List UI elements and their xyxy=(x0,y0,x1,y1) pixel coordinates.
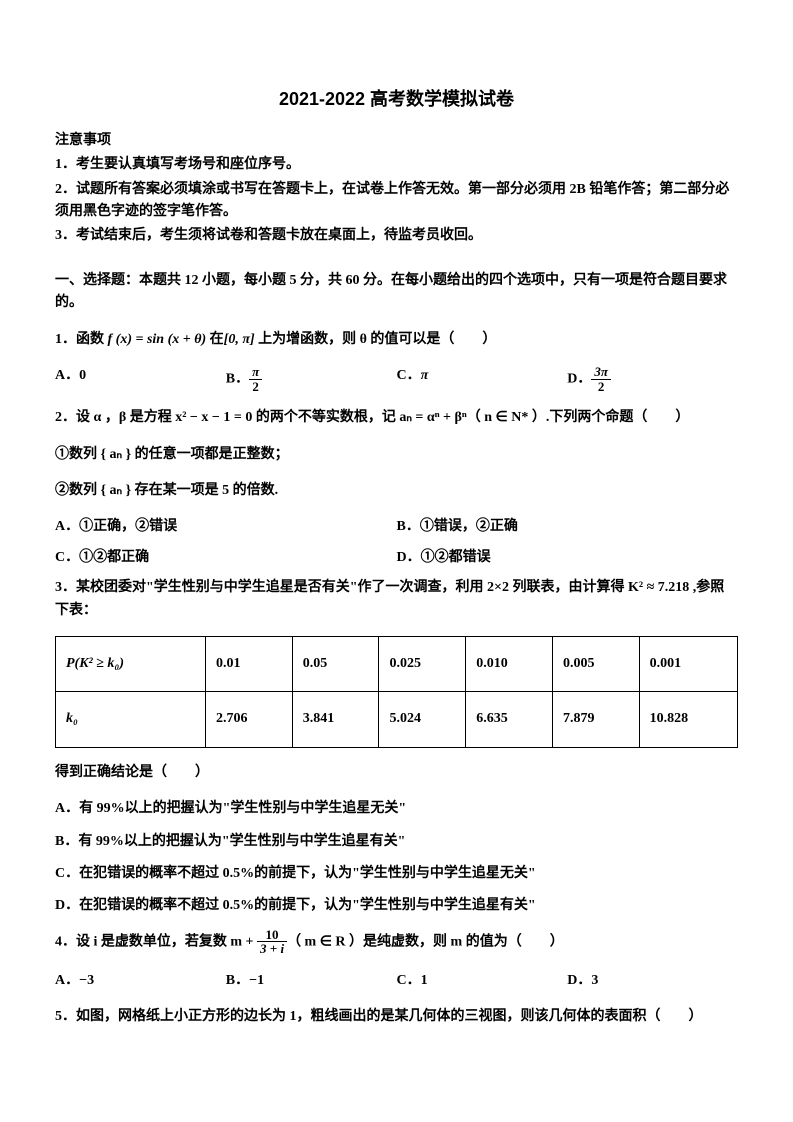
q4-suffix: （ m ∈ R ）是纯虚数，则 m 的值为（ ） xyxy=(287,934,564,949)
table-row: k₀ 2.706 3.841 5.024 6.635 7.879 10.828 xyxy=(56,692,738,747)
q2-statement-1: ①数列 { aₙ } 的任意一项都是正整数； xyxy=(55,444,738,466)
notice-line-3: 3．考试结束后，考生须将试卷和答题卡放在桌面上，待监考员收回。 xyxy=(55,225,738,247)
q3-r1-head: P(K² ≥ k₀) xyxy=(56,636,206,691)
q3-opt-d: D．在犯错误的概率不超过 0.5%的前提下，认为"学生性别与中学生追星有关" xyxy=(55,895,738,917)
q3-r1-c5: 0.005 xyxy=(552,636,639,691)
q3-b-val: 有 99%以上的把握认为"学生性别与中学生追星有关" xyxy=(78,834,405,849)
q1-suffix: 上为增函数，则 θ 的值可以是（ ） xyxy=(255,332,497,347)
q1-opt-a: A．0 xyxy=(55,365,226,393)
q3-r1-c6: 0.001 xyxy=(639,636,737,691)
q4-c-val: 1 xyxy=(421,973,428,988)
q4-b-val: −1 xyxy=(249,973,264,988)
q1-interval: [0, π] xyxy=(224,332,255,347)
q4-opt-c: C．1 xyxy=(397,970,568,992)
question-3: 3．某校团委对"学生性别与中学生追星是否有关"作了一次调查，利用 2×2 列联表… xyxy=(55,577,738,622)
q4-opt-a: A．−3 xyxy=(55,970,226,992)
q4-a-val: −3 xyxy=(79,973,94,988)
q2-c-val: ①②都正确 xyxy=(79,550,149,565)
q1-d-den: 2 xyxy=(591,380,611,394)
q3-opt-c: C．在犯错误的概率不超过 0.5%的前提下，认为"学生性别与中学生追星无关" xyxy=(55,863,738,885)
q3-c-val: 在犯错误的概率不超过 0.5%的前提下，认为"学生性别与中学生追星无关" xyxy=(79,866,536,881)
q3-table: P(K² ≥ k₀) 0.01 0.05 0.025 0.010 0.005 0… xyxy=(55,636,738,748)
q4-opt-b: B．−1 xyxy=(226,970,397,992)
q3-r2-head: k₀ xyxy=(56,692,206,747)
q1-b-num: π xyxy=(249,365,262,380)
q2-a-val: ①正确，②错误 xyxy=(79,519,177,534)
q3-opt-a: A．有 99%以上的把握认为"学生性别与中学生追星无关" xyxy=(55,798,738,820)
q3-r2-c5: 7.879 xyxy=(552,692,639,747)
q2-d-val: ①②都错误 xyxy=(421,550,491,565)
q1-opt-c-val: π xyxy=(421,368,429,383)
question-5: 5．如图，网格纸上小正方形的边长为 1，粗线画出的是某几何体的三视图，则该几何体… xyxy=(55,1006,738,1028)
q2-opt-d: D．①②都错误 xyxy=(397,547,739,569)
q1-opt-b: B．π2 xyxy=(226,365,397,393)
q1-opt-a-val: 0 xyxy=(79,368,86,383)
q3-r2-c2: 3.841 xyxy=(292,692,379,747)
q1-math: f (x) = sin (x + θ) xyxy=(108,332,207,347)
q2-opt-a: A．①正确，②错误 xyxy=(55,516,397,538)
q1-b-den: 2 xyxy=(249,380,262,394)
q3-conclusion: 得到正确结论是（ ） xyxy=(55,762,738,784)
q1-prefix: 1．函数 xyxy=(55,332,108,347)
q4-d-val: 3 xyxy=(591,973,598,988)
q3-d-val: 在犯错误的概率不超过 0.5%的前提下，认为"学生性别与中学生追星有关" xyxy=(79,898,536,913)
q2-opt-c: C．①②都正确 xyxy=(55,547,397,569)
q3-a-val: 有 99%以上的把握认为"学生性别与中学生追星无关" xyxy=(79,801,406,816)
q4-prefix: 4．设 i 是虚数单位，若复数 m + xyxy=(55,934,257,949)
q3-options: A．有 99%以上的把握认为"学生性别与中学生追星无关" B．有 99%以上的把… xyxy=(55,798,738,918)
q1-opt-c: C．π xyxy=(397,365,568,393)
table-row: P(K² ≥ k₀) 0.01 0.05 0.025 0.010 0.005 0… xyxy=(56,636,738,691)
q3-r2-c6: 10.828 xyxy=(639,692,737,747)
notice-block: 注意事项 1．考生要认真填写考场号和座位序号。 2．试题所有答案必须填涂或书写在… xyxy=(55,130,738,248)
q3-r1-c4: 0.010 xyxy=(466,636,553,691)
q3-r2-c3: 5.024 xyxy=(379,692,466,747)
q2-statement-2: ②数列 { aₙ } 存在某一项是 5 的倍数. xyxy=(55,480,738,502)
q3-opt-b: B．有 99%以上的把握认为"学生性别与中学生追星有关" xyxy=(55,831,738,853)
question-1: 1．函数 f (x) = sin (x + θ) 在[0, π] 上为增函数，则… xyxy=(55,329,738,351)
q1-mid: 在 xyxy=(206,332,224,347)
q2-options: A．①正确，②错误 B．①错误，②正确 C．①②都正确 D．①②都错误 xyxy=(55,516,738,577)
q1-d-num: 3π xyxy=(591,365,611,380)
q4-opt-d: D．3 xyxy=(567,970,738,992)
q4-den: 3 + i xyxy=(257,942,287,956)
question-2: 2．设 α ，β 是方程 x² − x − 1 = 0 的两个不等实数根，记 a… xyxy=(55,407,738,429)
section-1-head: 一、选择题：本题共 12 小题，每小题 5 分，共 60 分。在每小题给出的四个… xyxy=(55,270,738,315)
notice-line-2: 2．试题所有答案必须填涂或书写在答题卡上，在试卷上作答无效。第一部分必须用 2B… xyxy=(55,179,738,224)
q3-r2-c1: 2.706 xyxy=(206,692,293,747)
q3-r2-c4: 6.635 xyxy=(466,692,553,747)
notice-line-1: 1．考生要认真填写考场号和座位序号。 xyxy=(55,154,738,176)
q2-b-val: ①错误，②正确 xyxy=(420,519,518,534)
question-4: 4．设 i 是虚数单位，若复数 m + 103 + i（ m ∈ R ）是纯虚数… xyxy=(55,928,738,956)
notice-head: 注意事项 xyxy=(55,130,738,152)
q2-opt-b: B．①错误，②正确 xyxy=(397,516,739,538)
q4-num: 10 xyxy=(257,928,287,943)
q1-opt-d: D．3π2 xyxy=(567,365,738,393)
q3-r1-c1: 0.01 xyxy=(206,636,293,691)
q1-options: A．0 B．π2 C．π D．3π2 xyxy=(55,365,738,393)
page-title: 2021-2022 高考数学模拟试卷 xyxy=(55,85,738,114)
q4-options: A．−3 B．−1 C．1 D．3 xyxy=(55,970,738,992)
q3-r1-c2: 0.05 xyxy=(292,636,379,691)
q3-r1-c3: 0.025 xyxy=(379,636,466,691)
